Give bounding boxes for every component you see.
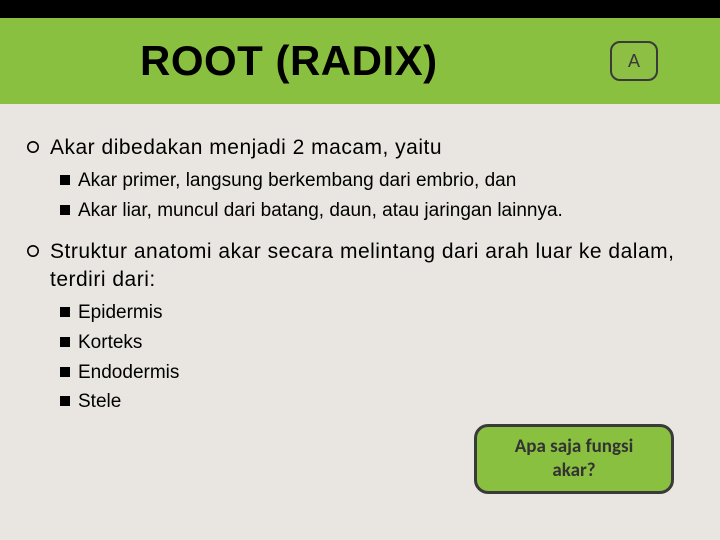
square-bullet-icon bbox=[60, 205, 70, 215]
square-bullet-icon bbox=[60, 175, 70, 185]
list-item-text: Struktur anatomi akar secara melintang d… bbox=[50, 238, 694, 295]
sublist: Akar primer, langsung berkembang dari em… bbox=[60, 168, 694, 223]
callout-box: Apa saja fungsi akar? bbox=[474, 424, 674, 494]
list-item-text: Endodermis bbox=[78, 360, 179, 386]
list-item-text: Korteks bbox=[78, 330, 142, 356]
list-item: Struktur anatomi akar secara melintang d… bbox=[26, 238, 694, 295]
callout-text: Apa saja fungsi akar? bbox=[515, 435, 634, 483]
header-badge: A bbox=[610, 41, 658, 81]
list-item: Akar primer, langsung berkembang dari em… bbox=[60, 168, 694, 194]
slide-title: ROOT (RADIX) bbox=[140, 37, 438, 85]
square-bullet-icon bbox=[60, 396, 70, 406]
list-item: Stele bbox=[60, 389, 694, 415]
top-bar bbox=[0, 0, 720, 18]
list-item: Korteks bbox=[60, 330, 694, 356]
list-item-text: Epidermis bbox=[78, 300, 162, 326]
square-bullet-icon bbox=[60, 307, 70, 317]
callout-line2: akar? bbox=[552, 459, 595, 482]
hollow-circle-icon bbox=[26, 244, 40, 258]
list-item-text: Akar primer, langsung berkembang dari em… bbox=[78, 168, 516, 194]
list-item: Akar dibedakan menjadi 2 macam, yaitu bbox=[26, 134, 694, 162]
slide: ROOT (RADIX) A Akar dibedakan menjadi 2 … bbox=[0, 0, 720, 540]
sublist: Epidermis Korteks Endodermis Stele bbox=[60, 300, 694, 415]
content-area: Akar dibedakan menjadi 2 macam, yaitu Ak… bbox=[26, 128, 694, 429]
list-item: Akar liar, muncul dari batang, daun, ata… bbox=[60, 198, 694, 224]
list-item-text: Akar dibedakan menjadi 2 macam, yaitu bbox=[50, 134, 442, 162]
callout-line1: Apa saja fungsi bbox=[515, 435, 634, 458]
square-bullet-icon bbox=[60, 337, 70, 347]
list-item: Epidermis bbox=[60, 300, 694, 326]
square-bullet-icon bbox=[60, 367, 70, 377]
header-band: ROOT (RADIX) A bbox=[0, 18, 720, 104]
header-badge-label: A bbox=[628, 51, 640, 72]
hollow-circle-icon bbox=[26, 140, 40, 154]
list-item-text: Stele bbox=[78, 389, 121, 415]
list-item-text: Akar liar, muncul dari batang, daun, ata… bbox=[78, 198, 563, 224]
list-item: Endodermis bbox=[60, 360, 694, 386]
